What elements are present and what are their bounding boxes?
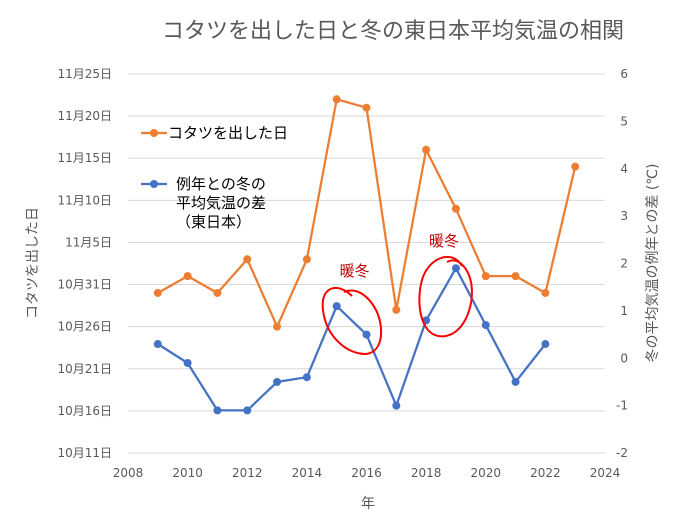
data-point	[571, 162, 580, 171]
right-tick-label: 5	[620, 114, 628, 128]
data-point	[511, 377, 520, 386]
left-tick-label: 11月10日	[57, 193, 112, 207]
legend-label: コタツを出した日	[168, 124, 288, 142]
data-point	[481, 272, 490, 281]
series-layer	[153, 95, 580, 415]
annotation-circle	[321, 286, 383, 356]
x-tick-label: 2014	[292, 466, 323, 480]
chart-title: コタツを出した日と冬の東日本平均気温の相関	[162, 19, 624, 44]
data-point	[362, 103, 371, 112]
data-point	[511, 272, 520, 281]
x-tick-label: 2010	[172, 466, 203, 480]
left-tick-label: 11月25日	[57, 67, 112, 81]
data-point	[302, 373, 311, 382]
data-point	[213, 288, 222, 297]
legend-swatch-marker	[150, 180, 158, 188]
x-axis-ticks: 2008 2010 2012 2014 2016 2018 2020 2022 2024	[113, 466, 621, 480]
data-point	[392, 401, 401, 410]
legend-label: 例年との冬の	[176, 175, 266, 193]
data-point	[362, 330, 371, 339]
x-tick-label: 2020	[470, 466, 501, 480]
left-tick-label: 10月31日	[57, 278, 112, 292]
right-tick-label: 6	[620, 67, 628, 81]
left-tick-label: 11月5日	[65, 235, 112, 249]
x-tick-label: 2018	[411, 466, 442, 480]
right-tick-label: 3	[620, 209, 628, 223]
data-point	[392, 305, 401, 314]
data-point	[183, 272, 192, 281]
annotation-label: 暖冬	[429, 232, 459, 250]
right-tick-label: 4	[620, 162, 628, 176]
data-point	[302, 255, 311, 264]
legend-label: 平均気温の差	[176, 194, 266, 212]
right-axis-ticks: -2 -1 0 1 2 3 4 5 6	[616, 67, 628, 460]
left-tick-label: 10月26日	[57, 320, 112, 334]
annotation-label: 暖冬	[340, 262, 370, 280]
data-point	[273, 377, 282, 386]
left-tick-label: 10月16日	[57, 404, 112, 418]
left-tick-label: 10月21日	[57, 362, 112, 376]
right-tick-label: 1	[620, 304, 628, 318]
data-point	[332, 95, 341, 104]
left-tick-label: 11月15日	[57, 151, 112, 165]
data-point	[541, 340, 550, 349]
right-tick-label: -1	[616, 399, 628, 413]
data-point	[243, 255, 252, 264]
legend-swatch-marker	[150, 129, 158, 137]
data-point	[451, 264, 460, 273]
left-axis-ticks: 10月11日 10月16日 10月21日 10月26日 10月31日 11月5日 11月10…	[57, 67, 112, 460]
left-tick-label: 11月20日	[57, 109, 112, 123]
x-tick-label: 2012	[232, 466, 263, 480]
left-tick-label: 10月11日	[57, 446, 112, 460]
data-point	[451, 204, 460, 213]
x-tick-label: 2008	[113, 466, 144, 480]
right-axis-title: 冬の平均気温の例年との差 (℃)	[645, 164, 661, 363]
x-tick-label: 2016	[351, 466, 382, 480]
right-tick-label: 2	[620, 257, 628, 271]
right-tick-label: -2	[616, 446, 628, 460]
x-tick-label: 2024	[590, 466, 621, 480]
gridlines	[128, 73, 605, 454]
data-point	[153, 288, 162, 297]
annotation-circle	[418, 255, 473, 338]
x-tick-label: 2022	[530, 466, 561, 480]
x-axis-title: 年	[361, 496, 375, 512]
series-line-1	[157, 267, 547, 412]
legend-label: （東日本）	[176, 213, 251, 231]
data-point	[422, 145, 431, 154]
data-point	[332, 302, 341, 311]
data-point	[153, 340, 162, 349]
data-point	[541, 288, 550, 297]
data-point	[273, 322, 282, 331]
data-point	[183, 358, 192, 367]
right-tick-label: 0	[620, 351, 628, 365]
data-point	[243, 406, 252, 415]
data-point	[481, 321, 490, 330]
data-point	[213, 406, 222, 415]
left-axis-title: コタツを出した日	[25, 207, 41, 319]
